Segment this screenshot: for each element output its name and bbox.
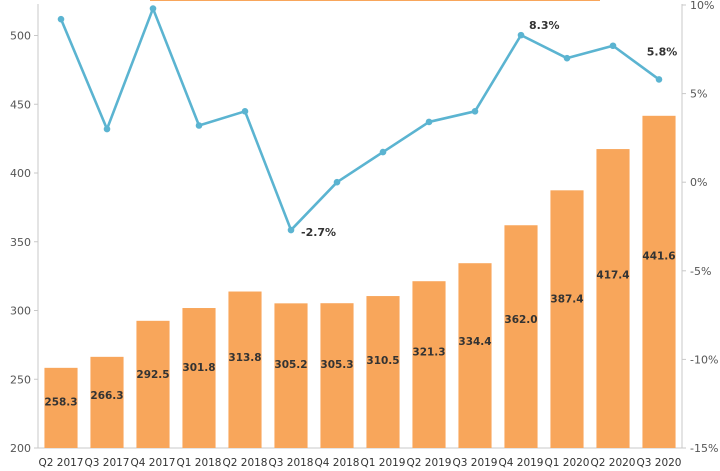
bar-label: 387.4 <box>550 294 583 306</box>
line-annotation: -2.7% <box>301 226 336 239</box>
bar-series <box>44 115 676 449</box>
bar <box>642 115 676 449</box>
x-tick-label: Q2 2018 <box>222 457 267 469</box>
x-tick-label: Q2 2019 <box>406 457 451 469</box>
line-point <box>425 118 433 126</box>
line-point <box>517 31 525 39</box>
bar <box>504 225 538 448</box>
right-tick-label: 0% <box>690 176 707 189</box>
line-point <box>471 108 479 115</box>
left-axis-ticks: 200 250 300 350 400 450 500 <box>10 30 38 455</box>
left-tick-label: 300 <box>10 305 31 318</box>
bar-label: 258.3 <box>44 397 77 409</box>
x-tick-label: Q2 2017 <box>38 457 83 469</box>
left-tick-label: 500 <box>10 30 31 43</box>
line-point <box>195 122 203 129</box>
bar-label: 417.4 <box>596 270 629 282</box>
x-tick-label: Q1 2019 <box>360 457 405 469</box>
bar-data-labels: 258.3 266.3 292.5 301.8 313.8 305.2 305.3 310.5… <box>44 250 675 408</box>
line-point <box>287 226 295 234</box>
line-point <box>609 42 617 50</box>
x-tick-label: Q4 2018 <box>314 457 359 469</box>
bar-label: 266.3 <box>90 390 123 402</box>
line-point <box>655 76 663 83</box>
bar-label: 310.5 <box>366 355 399 367</box>
right-tick-label: 10% <box>690 0 714 12</box>
line-point <box>57 15 65 23</box>
right-tick-label: -10% <box>690 353 718 366</box>
right-tick-label: -15% <box>690 442 718 455</box>
left-tick-label: 350 <box>10 236 31 249</box>
bar-label: 362.0 <box>504 314 537 326</box>
bar <box>274 303 308 448</box>
axes <box>37 4 683 449</box>
line-series <box>59 7 660 232</box>
x-tick-label: Q3 2020 <box>636 457 681 469</box>
x-tick-label: Q3 2017 <box>84 457 129 469</box>
bar-label: 292.5 <box>136 369 169 381</box>
x-tick-label: Q4 2019 <box>498 457 543 469</box>
line-point <box>103 125 111 133</box>
bar <box>136 320 170 448</box>
x-tick-label: Q3 2019 <box>452 457 497 469</box>
bar <box>412 281 446 448</box>
bar <box>228 291 262 448</box>
right-tick-label: -5% <box>690 265 711 278</box>
line-annotation: 8.3% <box>529 19 560 32</box>
right-tick-label: 5% <box>690 88 707 101</box>
left-tick-label: 250 <box>10 373 31 386</box>
line-point <box>333 178 341 186</box>
bar <box>596 149 630 448</box>
line-point <box>149 5 157 12</box>
x-tick-label: Q4 2017 <box>130 457 175 469</box>
x-tick-label: Q1 2018 <box>176 457 221 469</box>
left-tick-label: 450 <box>10 98 31 111</box>
line-points <box>57 5 663 234</box>
x-tick-label: Q1 2020 <box>544 457 589 469</box>
bar-label: 301.8 <box>182 362 215 374</box>
x-tick-label: Q3 2018 <box>268 457 313 469</box>
line-point <box>241 108 249 115</box>
bar-label: 313.8 <box>228 352 261 364</box>
bar <box>90 356 124 448</box>
bar <box>44 367 78 448</box>
line-point <box>379 148 387 156</box>
left-tick-label: 200 <box>10 442 31 455</box>
line-point <box>563 54 571 62</box>
bar <box>550 190 584 448</box>
left-tick-label: 400 <box>10 167 31 180</box>
bar-label: 321.3 <box>412 346 445 358</box>
bar-label: 441.6 <box>642 250 675 262</box>
bar <box>366 296 400 448</box>
line-annotations: -2.7% 8.3% 5.8% <box>301 19 677 239</box>
right-axis-ticks: -15% -10% -5% 0% 5% 10% <box>682 0 718 455</box>
bar <box>320 303 354 448</box>
growth-line <box>59 7 660 232</box>
line-annotation: 5.8% <box>647 45 678 58</box>
bar-label: 334.4 <box>458 336 491 348</box>
bar-label: 305.3 <box>320 359 353 371</box>
x-tick-label: Q2 2020 <box>590 457 635 469</box>
bar <box>458 263 492 448</box>
bar <box>182 308 216 448</box>
bar-label: 305.2 <box>274 359 307 371</box>
x-axis-ticks: Q2 2017 Q3 2017 Q4 2017 Q1 2018 Q2 2018 Q3 20… <box>38 457 681 469</box>
